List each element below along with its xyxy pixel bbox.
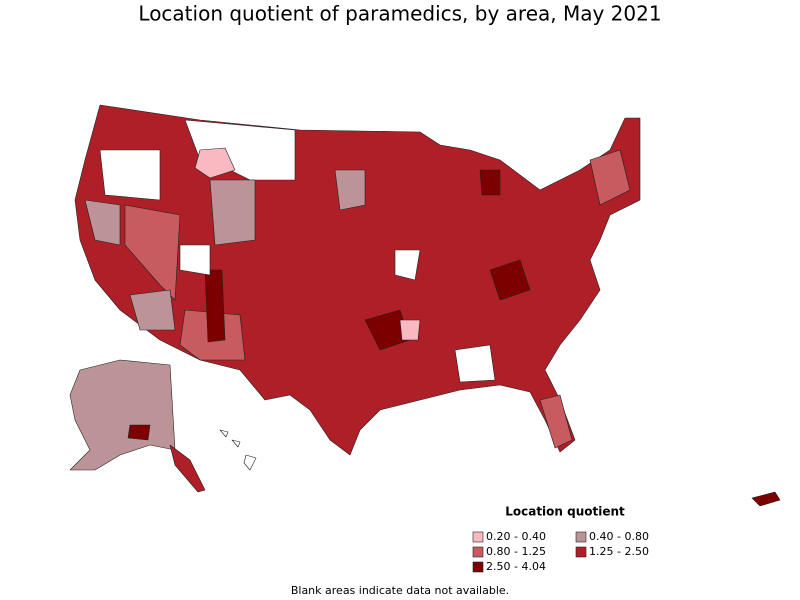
region	[479, 169, 501, 196]
region	[394, 249, 421, 281]
region	[169, 444, 206, 493]
region	[489, 259, 531, 301]
legend-swatch	[472, 561, 484, 573]
legend: Location quotient 0.20 - 0.40 0.40 - 0.80…	[472, 505, 649, 573]
legend-label: 0.80 - 1.25	[486, 545, 546, 558]
region	[539, 394, 573, 449]
legend-swatch	[472, 546, 484, 558]
region	[179, 244, 211, 276]
region	[334, 169, 366, 211]
map	[69, 104, 781, 507]
region	[209, 179, 256, 246]
region	[589, 149, 631, 206]
legend-swatch	[472, 531, 484, 543]
region	[129, 289, 176, 331]
region	[454, 344, 496, 383]
legend-swatch	[575, 546, 587, 558]
region	[751, 491, 781, 507]
region	[84, 199, 121, 246]
legend-title: Location quotient	[505, 505, 625, 519]
map-title: Location quotient of paramedics, by area…	[138, 2, 661, 26]
legend-label: 0.40 - 0.80	[589, 530, 649, 543]
legend-swatch	[575, 531, 587, 543]
footnote: Blank areas indicate data not available.	[291, 584, 509, 597]
legend-label: 0.20 - 0.40	[486, 530, 546, 543]
region	[194, 147, 236, 179]
legend-label: 2.50 - 4.04	[486, 560, 546, 573]
region	[69, 359, 176, 471]
region	[99, 149, 161, 201]
region	[399, 319, 421, 341]
legend-label: 1.25 - 2.50	[589, 545, 649, 558]
region	[219, 429, 257, 471]
region	[127, 424, 151, 441]
region	[204, 269, 226, 343]
